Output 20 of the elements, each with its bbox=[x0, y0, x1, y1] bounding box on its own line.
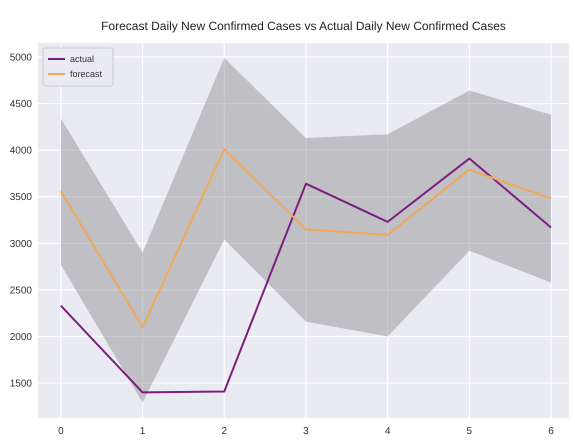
y-tick-label: 2500 bbox=[10, 285, 32, 296]
x-tick-label: 5 bbox=[466, 426, 473, 437]
y-tick-label: 3500 bbox=[10, 192, 32, 204]
line-series bbox=[60, 148, 552, 328]
y-tick-label: 1500 bbox=[10, 378, 32, 390]
x-tick-label: 0 bbox=[58, 426, 64, 437]
y-tick-label: 4000 bbox=[10, 146, 32, 157]
y-tick-label: 5000 bbox=[10, 52, 32, 64]
x-tick-label: 1 bbox=[140, 426, 146, 437]
legend-label: forecast bbox=[70, 69, 103, 80]
x-tick-label: 6 bbox=[548, 426, 554, 437]
x-tick-label: 4 bbox=[384, 426, 391, 437]
y-tick-label: 2000 bbox=[10, 332, 32, 343]
y-tick-label: 4500 bbox=[10, 99, 32, 110]
legend-label: actual bbox=[70, 54, 94, 64]
chart-title: Forecast Daily New Confirmed Cases vs Actual Daily New Confirmed Cases bbox=[101, 19, 506, 33]
y-tick-label: 3000 bbox=[10, 238, 32, 250]
x-tick-label: 2 bbox=[221, 426, 228, 437]
line-series bbox=[60, 158, 552, 394]
x-tick-label: 3 bbox=[303, 426, 310, 437]
